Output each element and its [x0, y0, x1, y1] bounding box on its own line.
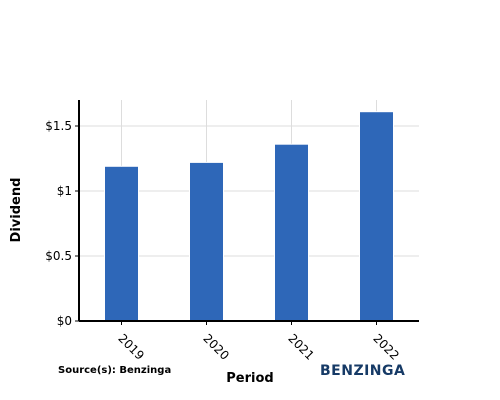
y-tick-label: $1.5: [45, 119, 72, 133]
x-axis-title: Period: [226, 371, 273, 386]
x-tick-labels: 2019 2020 2021 2022: [115, 321, 402, 363]
x-tick-label: 2021: [285, 331, 316, 362]
x-tick-label: 2020: [200, 331, 231, 362]
axes: [78, 100, 419, 322]
bar-2022: [359, 111, 394, 322]
y-tick-label: $1: [57, 184, 72, 198]
source-note: Source(s): Benzinga: [58, 365, 171, 376]
bar-2019: [104, 165, 139, 322]
benzinga-logo: BENZINGA: [320, 363, 405, 379]
y-tick-labels: $0 $0.5 $1 $1.5: [45, 119, 79, 328]
x-tick-label: 2022: [370, 331, 401, 362]
bar-2020: [189, 161, 224, 322]
y-axis-title: Dividend: [9, 178, 24, 243]
bars: [104, 111, 394, 322]
bar-2021: [274, 143, 309, 322]
y-tick-label: $0.5: [45, 249, 72, 263]
x-tick-label: 2019: [115, 331, 146, 362]
y-tick-label: $0: [57, 314, 72, 328]
